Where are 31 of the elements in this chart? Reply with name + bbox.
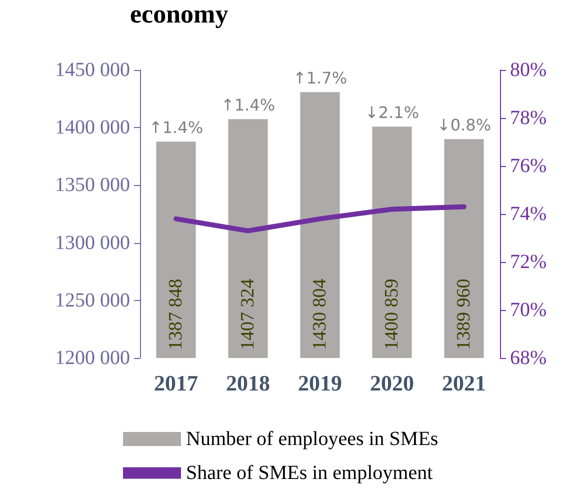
annotation: ↓0.8% — [436, 116, 492, 135]
data-label: 1400 859 — [382, 278, 402, 350]
data-label: 1430 804 — [310, 278, 330, 350]
y2-tick-label: 78% — [510, 107, 547, 129]
annotation: ↑1.4% — [220, 96, 276, 115]
annotation: ↑1.7% — [292, 68, 348, 88]
annotation: ↑1.4% — [148, 118, 204, 138]
y2-tick-label: 76% — [510, 155, 547, 177]
legend-label: Share of SMEs in employment — [186, 462, 434, 484]
y-tick-label: 1300 000 — [55, 232, 130, 254]
annotation: ↓2.1% — [364, 103, 420, 122]
x-tick-label: 2018 — [226, 370, 270, 396]
y-tick-label: 1350 000 — [55, 174, 130, 196]
x-tick-label: 2020 — [370, 370, 414, 396]
y-tick-label: 1400 000 — [55, 116, 130, 139]
data-label: 1387 848 — [166, 278, 186, 350]
y-tick-label: 1450 000 — [55, 59, 130, 81]
y2-tick-label: 70% — [510, 299, 547, 321]
y2-tick-label: 80% — [510, 59, 547, 81]
x-tick-label: 2017 — [154, 370, 198, 396]
x-tick-label: 2021 — [442, 370, 486, 396]
legend-label: Number of employees in SMEs — [186, 428, 438, 450]
y-tick-label: 1250 000 — [55, 289, 130, 312]
y-tick-label: 1200 000 — [55, 347, 130, 369]
y2-tick-label: 68% — [510, 347, 547, 369]
data-label: 1389 960 — [454, 278, 474, 350]
data-label: 1407 324 — [238, 278, 258, 350]
y2-tick-label: 72% — [510, 251, 547, 273]
chart-title: economy — [130, 0, 228, 28]
x-tick-label: 2019 — [298, 370, 342, 396]
y2-tick-label: 74% — [510, 203, 547, 225]
